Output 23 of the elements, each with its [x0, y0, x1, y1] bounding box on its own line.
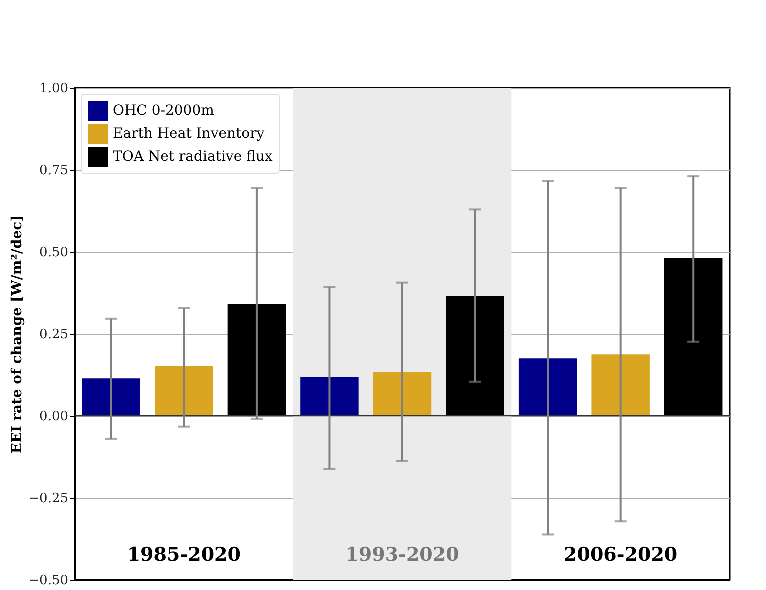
- x-tick-label: 1993-2020: [346, 544, 460, 566]
- bar: [664, 258, 723, 416]
- y-tick-label: −0.25: [28, 492, 68, 506]
- x-tick-label: 2006-2020: [564, 544, 678, 566]
- legend-label: TOA Net radiative flux: [113, 149, 273, 165]
- bar: [592, 354, 650, 416]
- bar: [446, 296, 504, 416]
- legend-label: OHC 0-2000m: [113, 103, 214, 119]
- bar: [82, 378, 140, 416]
- y-tick-label: −0.50: [28, 574, 68, 588]
- y-tick-label: 1.00: [40, 82, 68, 96]
- bar: [155, 366, 214, 416]
- y-tick-label: 0.75: [40, 164, 68, 178]
- y-tick-label: 0.50: [40, 246, 68, 260]
- y-tick-label: 0.00: [40, 410, 68, 424]
- bar: [228, 304, 286, 416]
- legend-label: Earth Heat Inventory: [113, 126, 265, 142]
- bar: [518, 358, 578, 416]
- bar: [373, 372, 432, 416]
- bar: [300, 376, 359, 416]
- x-tick-label: 1985-2020: [127, 544, 241, 566]
- y-axis-title: EEI rate of change [W/m²/dec]: [10, 215, 26, 454]
- y-tick-label: 0.25: [40, 328, 68, 342]
